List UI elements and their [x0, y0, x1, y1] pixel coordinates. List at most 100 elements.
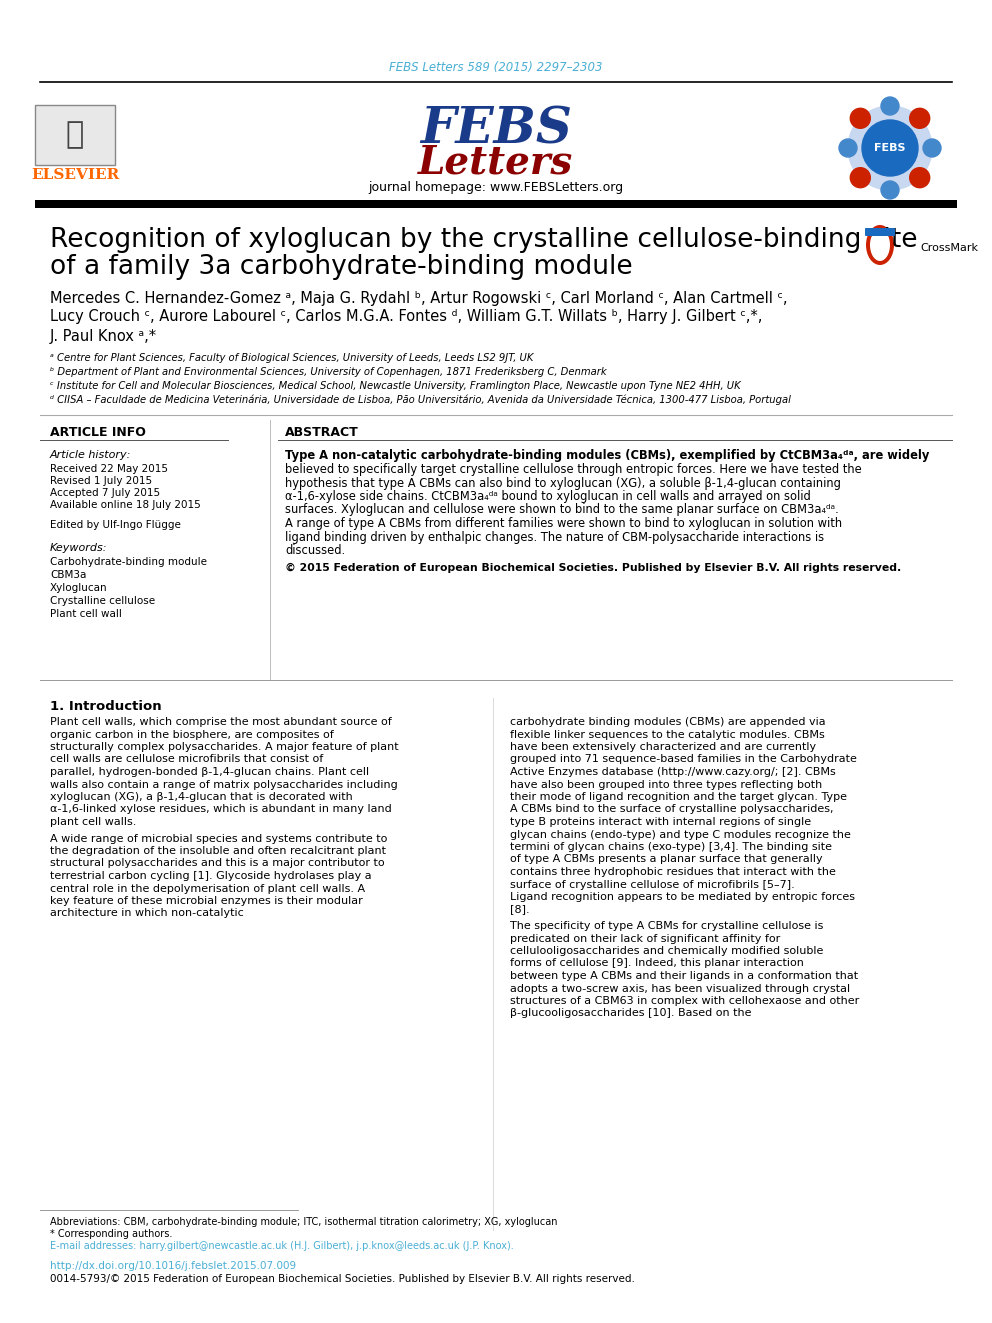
- Text: between type A CBMs and their ligands in a conformation that: between type A CBMs and their ligands in…: [510, 971, 858, 980]
- Text: α-1,6-xylose side chains. CtCBM3a₄ᵈᵃ bound to xyloglucan in cell walls and array: α-1,6-xylose side chains. CtCBM3a₄ᵈᵃ bou…: [285, 490, 810, 503]
- Text: A wide range of microbial species and systems contribute to: A wide range of microbial species and sy…: [50, 833, 387, 844]
- Text: Ligand recognition appears to be mediated by entropic forces: Ligand recognition appears to be mediate…: [510, 892, 855, 902]
- Text: walls also contain a range of matrix polysaccharides including: walls also contain a range of matrix pol…: [50, 779, 398, 790]
- Circle shape: [850, 168, 870, 188]
- Text: E-mail addresses: harry.gilbert@newcastle.ac.uk (H.J. Gilbert), j.p.knox@leeds.a: E-mail addresses: harry.gilbert@newcastl…: [50, 1241, 514, 1252]
- Text: of a family 3a carbohydrate-binding module: of a family 3a carbohydrate-binding modu…: [50, 254, 633, 280]
- Text: the degradation of the insoluble and often recalcitrant plant: the degradation of the insoluble and oft…: [50, 845, 386, 856]
- Text: adopts a two-screw axis, has been visualized through crystal: adopts a two-screw axis, has been visual…: [510, 983, 850, 994]
- Text: contains three hydrophobic residues that interact with the: contains three hydrophobic residues that…: [510, 867, 836, 877]
- Text: FEBS Letters 589 (2015) 2297–2303: FEBS Letters 589 (2015) 2297–2303: [389, 61, 603, 74]
- Text: structural polysaccharides and this is a major contributor to: structural polysaccharides and this is a…: [50, 859, 385, 868]
- Circle shape: [881, 181, 899, 198]
- Text: forms of cellulose [9]. Indeed, this planar interaction: forms of cellulose [9]. Indeed, this pla…: [510, 958, 804, 968]
- Text: Crystalline cellulose: Crystalline cellulose: [50, 595, 155, 606]
- Text: ABSTRACT: ABSTRACT: [285, 426, 359, 438]
- Text: [8].: [8].: [510, 905, 530, 914]
- Text: ELSEVIER: ELSEVIER: [31, 168, 119, 183]
- Text: Plant cell wall: Plant cell wall: [50, 609, 122, 619]
- Circle shape: [850, 108, 870, 128]
- Text: glycan chains (endo-type) and type C modules recognize the: glycan chains (endo-type) and type C mod…: [510, 830, 851, 840]
- Text: Type A non-catalytic carbohydrate-binding modules (CBMs), exemplified by CtCBM3a: Type A non-catalytic carbohydrate-bindin…: [285, 450, 930, 463]
- Text: ᶜ Institute for Cell and Molecular Biosciences, Medical School, Newcastle Univer: ᶜ Institute for Cell and Molecular Biosc…: [50, 381, 741, 392]
- Text: 0014-5793/© 2015 Federation of European Biochemical Societies. Published by Else: 0014-5793/© 2015 Federation of European …: [50, 1274, 635, 1285]
- Text: 1. Introduction: 1. Introduction: [50, 700, 162, 713]
- Text: The specificity of type A CBMs for crystalline cellulose is: The specificity of type A CBMs for cryst…: [510, 921, 823, 931]
- Text: surface of crystalline cellulose of microfibrils [5–7].: surface of crystalline cellulose of micr…: [510, 880, 795, 889]
- FancyBboxPatch shape: [865, 228, 895, 235]
- Text: ᵃ Centre for Plant Sciences, Faculty of Biological Sciences, University of Leeds: ᵃ Centre for Plant Sciences, Faculty of …: [50, 353, 534, 363]
- Text: FEBS: FEBS: [874, 143, 906, 153]
- Text: cell walls are cellulose microfibrils that consist of: cell walls are cellulose microfibrils th…: [50, 754, 323, 765]
- Text: have also been grouped into three types reflecting both: have also been grouped into three types …: [510, 779, 822, 790]
- Text: central role in the depolymerisation of plant cell walls. A: central role in the depolymerisation of …: [50, 884, 365, 893]
- Text: Lucy Crouch ᶜ, Aurore Labourel ᶜ, Carlos M.G.A. Fontes ᵈ, William G.T. Willats ᵇ: Lucy Crouch ᶜ, Aurore Labourel ᶜ, Carlos…: [50, 310, 763, 324]
- Text: discussed.: discussed.: [285, 544, 345, 557]
- Bar: [35, 200, 957, 208]
- Text: http://dx.doi.org/10.1016/j.febslet.2015.07.009: http://dx.doi.org/10.1016/j.febslet.2015…: [50, 1261, 297, 1271]
- Circle shape: [923, 139, 941, 157]
- Text: Keywords:: Keywords:: [50, 542, 107, 553]
- Ellipse shape: [866, 225, 894, 265]
- Text: grouped into 71 sequence-based families in the Carbohydrate: grouped into 71 sequence-based families …: [510, 754, 857, 765]
- Text: Edited by Ulf-Ingo Flügge: Edited by Ulf-Ingo Flügge: [50, 520, 181, 531]
- Circle shape: [910, 168, 930, 188]
- Text: Mercedes C. Hernandez-Gomez ᵃ, Maja G. Rydahl ᵇ, Artur Rogowski ᶜ, Carl Morland : Mercedes C. Hernandez-Gomez ᵃ, Maja G. R…: [50, 291, 788, 306]
- Text: plant cell walls.: plant cell walls.: [50, 818, 136, 827]
- Text: of type A CBMs presents a planar surface that generally: of type A CBMs presents a planar surface…: [510, 855, 822, 864]
- Text: xyloglucan (XG), a β-1,4-glucan that is decorated with: xyloglucan (XG), a β-1,4-glucan that is …: [50, 792, 353, 802]
- Text: ᵈ CIISA – Faculdade de Medicina Veterinária, Universidade de Lisboa, Pão Univers: ᵈ CIISA – Faculdade de Medicina Veteriná…: [50, 394, 791, 405]
- Text: hypothesis that type A CBMs can also bind to xyloglucan (XG), a soluble β-1,4-gl: hypothesis that type A CBMs can also bin…: [285, 476, 841, 490]
- Text: A CBMs bind to the surface of crystalline polysaccharides,: A CBMs bind to the surface of crystallin…: [510, 804, 833, 815]
- Text: have been extensively characterized and are currently: have been extensively characterized and …: [510, 742, 816, 751]
- Text: believed to specifically target crystalline cellulose through entropic forces. H: believed to specifically target crystall…: [285, 463, 862, 476]
- Text: Plant cell walls, which comprise the most abundant source of: Plant cell walls, which comprise the mos…: [50, 717, 392, 728]
- Text: * Corresponding authors.: * Corresponding authors.: [50, 1229, 173, 1240]
- Text: structurally complex polysaccharides. A major feature of plant: structurally complex polysaccharides. A …: [50, 742, 399, 751]
- Text: β-glucooligosaccharides [10]. Based on the: β-glucooligosaccharides [10]. Based on t…: [510, 1008, 752, 1019]
- Text: termini of glycan chains (exo-type) [3,4]. The binding site: termini of glycan chains (exo-type) [3,4…: [510, 841, 832, 852]
- Text: Revised 1 July 2015: Revised 1 July 2015: [50, 476, 152, 486]
- Circle shape: [881, 97, 899, 115]
- Text: architecture in which non-catalytic: architecture in which non-catalytic: [50, 909, 244, 918]
- Text: ᵇ Department of Plant and Environmental Sciences, University of Copenhagen, 1871: ᵇ Department of Plant and Environmental …: [50, 366, 607, 377]
- Text: carbohydrate binding modules (CBMs) are appended via: carbohydrate binding modules (CBMs) are …: [510, 717, 825, 728]
- Text: ligand binding driven by enthalpic changes. The nature of CBM-polysaccharide int: ligand binding driven by enthalpic chang…: [285, 531, 824, 544]
- Text: structures of a CBM63 in complex with cellohexaose and other: structures of a CBM63 in complex with ce…: [510, 996, 859, 1005]
- Text: key feature of these microbial enzymes is their modular: key feature of these microbial enzymes i…: [50, 896, 363, 906]
- Text: parallel, hydrogen-bonded β-1,4-glucan chains. Plant cell: parallel, hydrogen-bonded β-1,4-glucan c…: [50, 767, 369, 777]
- Text: Active Enzymes database (http://www.cazy.org/; [2]. CBMs: Active Enzymes database (http://www.cazy…: [510, 767, 835, 777]
- Text: Xyloglucan: Xyloglucan: [50, 583, 107, 593]
- Text: organic carbon in the biosphere, are composites of: organic carbon in the biosphere, are com…: [50, 729, 333, 740]
- Text: Letters: Letters: [419, 143, 573, 181]
- Text: CBM3a: CBM3a: [50, 570, 86, 579]
- Text: J. Paul Knox ᵃ,*: J. Paul Knox ᵃ,*: [50, 328, 157, 344]
- Text: surfaces. Xyloglucan and cellulose were shown to bind to the same planar surface: surfaces. Xyloglucan and cellulose were …: [285, 504, 839, 516]
- Text: journal homepage: www.FEBSLetters.org: journal homepage: www.FEBSLetters.org: [368, 181, 624, 194]
- Text: A range of type A CBMs from different families were shown to bind to xyloglucan : A range of type A CBMs from different fa…: [285, 517, 842, 531]
- Text: predicated on their lack of significant affinity for: predicated on their lack of significant …: [510, 934, 781, 943]
- Text: their mode of ligand recognition and the target glycan. Type: their mode of ligand recognition and the…: [510, 792, 847, 802]
- Text: Abbreviations: CBM, carbohydrate-binding module; ITC, isothermal titration calor: Abbreviations: CBM, carbohydrate-binding…: [50, 1217, 558, 1226]
- Text: Carbohydrate-binding module: Carbohydrate-binding module: [50, 557, 207, 568]
- Text: Article history:: Article history:: [50, 450, 131, 460]
- FancyBboxPatch shape: [35, 105, 115, 165]
- Circle shape: [839, 139, 857, 157]
- Text: CrossMark: CrossMark: [920, 243, 978, 253]
- Text: flexible linker sequences to the catalytic modules. CBMs: flexible linker sequences to the catalyt…: [510, 729, 824, 740]
- Text: terrestrial carbon cycling [1]. Glycoside hydrolases play a: terrestrial carbon cycling [1]. Glycosid…: [50, 871, 372, 881]
- Ellipse shape: [870, 229, 890, 261]
- Text: type B proteins interact with internal regions of single: type B proteins interact with internal r…: [510, 818, 811, 827]
- Circle shape: [862, 120, 918, 176]
- Text: Accepted 7 July 2015: Accepted 7 July 2015: [50, 488, 160, 497]
- Text: Received 22 May 2015: Received 22 May 2015: [50, 464, 168, 474]
- Text: 🌳: 🌳: [65, 120, 84, 149]
- Text: © 2015 Federation of European Biochemical Societies. Published by Elsevier B.V. : © 2015 Federation of European Biochemica…: [285, 564, 902, 573]
- Circle shape: [848, 106, 932, 191]
- Text: cellulooligosaccharides and chemically modified soluble: cellulooligosaccharides and chemically m…: [510, 946, 823, 957]
- Text: FEBS: FEBS: [420, 106, 572, 155]
- Text: Recognition of xyloglucan by the crystalline cellulose-binding site: Recognition of xyloglucan by the crystal…: [50, 228, 918, 253]
- Text: α-1,6-linked xylose residues, which is abundant in many land: α-1,6-linked xylose residues, which is a…: [50, 804, 392, 815]
- Text: Available online 18 July 2015: Available online 18 July 2015: [50, 500, 200, 509]
- Text: ARTICLE INFO: ARTICLE INFO: [50, 426, 146, 438]
